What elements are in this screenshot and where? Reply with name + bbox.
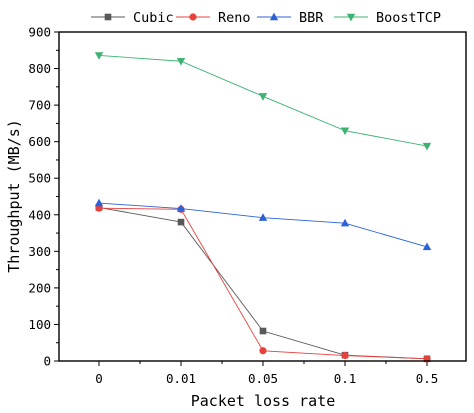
data-point [340,218,350,227]
ticks-layer: 0 100 200 300 400 500 600 700 800 900 0 0.01 0.05 0.1… [28,25,438,387]
series-bbr [94,198,432,251]
legend-item: BBR [257,10,324,26]
legend-label: BBR [299,10,324,26]
plot-frame [58,31,467,362]
legend-label: Cubic [133,10,174,26]
legend-item: Reno [176,10,251,26]
data-point [259,327,267,335]
x-axis-title: Packet loss rate [191,392,336,410]
legend-marker [346,13,356,22]
x-tick-label: 0.1 [334,371,357,386]
data-point [258,93,268,101]
data-point [176,204,186,212]
data-point [176,58,186,66]
y-tick-label: 600 [28,134,51,149]
data-point [340,127,350,136]
y-tick-label: 0 [43,354,51,369]
legend-label: Reno [218,10,251,26]
legend-item: BoostTCP [334,10,441,26]
data-point [95,204,103,212]
legend-item: Cubic [91,10,174,26]
y-tick-label: 700 [28,98,51,113]
y-tick-label: 800 [28,61,51,76]
data-point [94,198,104,207]
data-point [422,142,432,151]
x-tick-label: 0 [95,371,103,386]
x-tick-label: 0.5 [416,371,439,386]
data-point [259,347,267,355]
y-tick-label: 300 [28,244,51,259]
legend-marker [104,13,112,21]
y-tick-label: 100 [28,317,51,332]
legend: Cubic Reno BBR BoostTCP [91,10,441,26]
data-point [422,242,432,251]
y-tick-label: 500 [28,171,51,186]
y-tick-label: 400 [28,207,51,222]
x-tick-label: 0.05 [248,371,278,386]
data-point [258,213,268,221]
axes-layer [58,31,467,362]
data-point [177,218,185,226]
legend-marker [189,13,197,21]
legend-marker [269,12,279,21]
legend-label: BoostTCP [376,10,441,26]
series-layer [94,52,432,363]
x-tick-label: 0.01 [166,371,196,386]
y-axis-title: Throughput (MB/s) [5,119,23,273]
y-tick-label: 900 [28,25,51,40]
y-tick-label: 200 [28,280,51,295]
data-point [94,52,104,60]
data-point [341,351,349,360]
series-boosttcp [94,52,432,151]
